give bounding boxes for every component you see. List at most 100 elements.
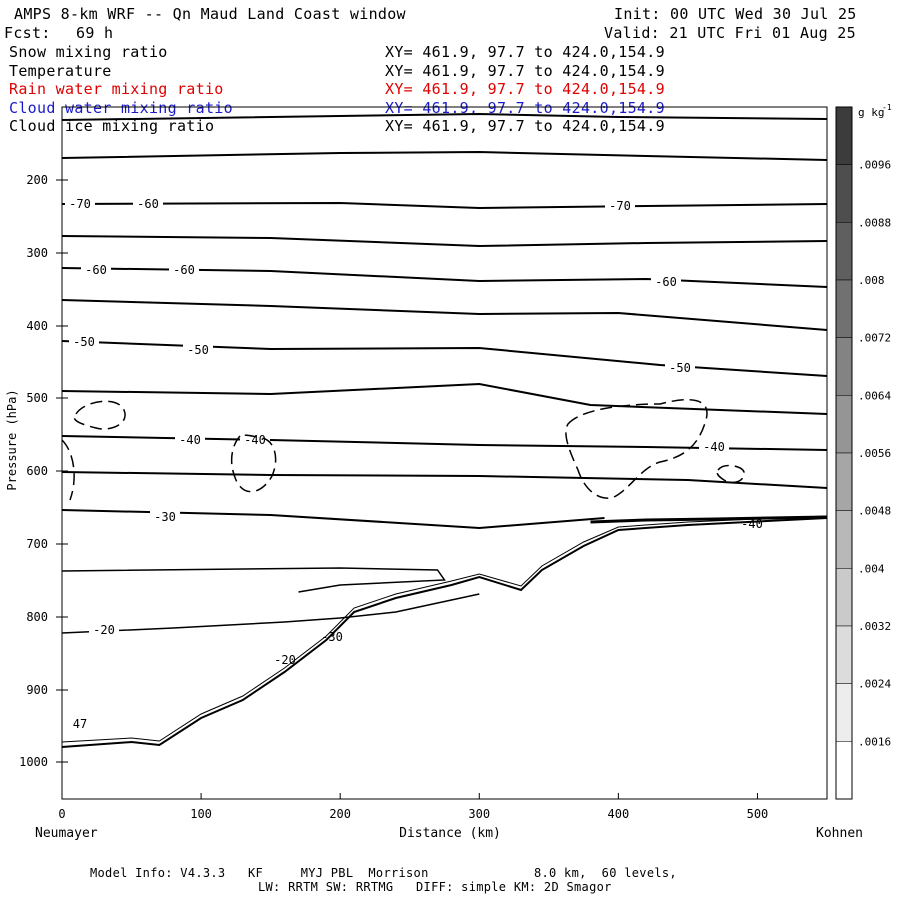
contour-label-bg — [270, 653, 300, 666]
contour-label-bg — [133, 197, 163, 210]
x-tick-label: 200 — [329, 807, 351, 821]
contour-label-bg — [175, 433, 205, 446]
isotherm-line — [61, 509, 605, 530]
isotherm-line — [61, 201, 828, 210]
colorbar-label: .0048 — [858, 505, 891, 518]
colorbar-label: .0096 — [858, 159, 891, 172]
colorbar-units-exponent: -1 — [882, 103, 892, 112]
isotherm-line — [61, 299, 828, 331]
cloud-ice-contour — [73, 400, 126, 430]
cloud-ice-contour — [61, 439, 75, 501]
colorbar-label: .0064 — [858, 389, 891, 402]
contour-label: -40 — [703, 440, 725, 454]
colorbar-segment — [835, 568, 853, 627]
field-name: Rain water mixing ratio — [9, 80, 224, 98]
colorbar-segment — [835, 164, 853, 223]
colorbar-label: .004 — [858, 562, 885, 575]
field-section-coords: XY= 461.9, 97.7 to 424.0,154.9 — [385, 80, 665, 98]
x-tick-label: 500 — [747, 807, 769, 821]
cloud-ice-contour — [230, 434, 277, 493]
contour-label: -20 — [93, 623, 115, 637]
isotherm-line — [61, 471, 828, 489]
contour-label-bg — [651, 275, 681, 288]
colorbar-frame — [835, 106, 853, 800]
contour-label: -50 — [187, 343, 209, 357]
contour-label: -30 — [154, 510, 176, 524]
y-tick-label: 200 — [26, 173, 48, 187]
plot-frame — [61, 106, 828, 800]
field-name: Snow mixing ratio — [9, 43, 168, 61]
contour-label-bg — [89, 623, 119, 636]
contour-label: -40 — [741, 517, 763, 531]
field-section-coords: XY= 461.9, 97.7 to 424.0,154.9 — [385, 43, 665, 61]
contour-label-bg — [65, 197, 95, 210]
contour-label: -50 — [73, 335, 95, 349]
chart-title: AMPS 8-km WRF -- Qn Maud Land Coast wind… — [14, 5, 406, 23]
contour-label: -40 — [244, 433, 266, 447]
contour-label-bg — [150, 510, 180, 523]
contour-label: -60 — [85, 263, 107, 277]
contour-label-bg — [65, 717, 95, 730]
contour-label: -40 — [179, 433, 201, 447]
x-tick-label: 300 — [468, 807, 490, 821]
contour-label-bg — [699, 440, 729, 453]
contour-label-bg — [665, 361, 695, 374]
isotherm-line — [61, 150, 828, 161]
colorbar-segment — [835, 510, 853, 569]
colorbar-label: .008 — [858, 274, 885, 287]
isotherm-line — [61, 112, 828, 121]
field-name: Cloud ice mixing ratio — [9, 117, 215, 135]
colorbar-label: .0088 — [858, 216, 891, 229]
contour-label-bg — [737, 517, 767, 530]
valid-time: Valid: 21 UTC Fri 01 Aug 25 — [604, 24, 856, 42]
contour-label-bg — [69, 335, 99, 348]
colorbar-label: .0072 — [858, 332, 891, 345]
contour-label: -70 — [609, 199, 631, 213]
colorbar-segment — [835, 222, 853, 281]
isotherm-line — [61, 382, 828, 415]
colorbar-label: .0032 — [858, 620, 891, 633]
colorbar-segment — [835, 106, 853, 165]
contour-label: -70 — [69, 197, 91, 211]
isotherm-line — [61, 567, 446, 593]
colorbar-segment — [835, 395, 853, 454]
x-left-endpoint-label: Neumayer — [35, 826, 98, 841]
contour-label: 47 — [73, 717, 87, 731]
contour-label: -50 — [669, 361, 691, 375]
forecast-label: Fcst: — [4, 24, 51, 42]
colorbar-label: .0024 — [858, 678, 891, 691]
model-physics: LW: RRTM SW: RRTMG DIFF: simple KM: 2D S… — [258, 880, 612, 894]
terrain-line — [61, 515, 828, 743]
colorbar-segment — [835, 625, 853, 684]
contour-label: -60 — [173, 263, 195, 277]
y-tick-label: 600 — [26, 464, 48, 478]
x-right-endpoint-label: Kohnen — [816, 826, 863, 841]
isotherm-line — [61, 235, 828, 248]
y-axis-label: Pressure (hPa) — [5, 389, 19, 490]
isotherm-line — [61, 340, 828, 377]
y-tick-label: 400 — [26, 319, 48, 333]
colorbar-label: .0056 — [858, 447, 891, 460]
contour-label-bg — [183, 343, 213, 356]
field-section-coords: XY= 461.9, 97.7 to 424.0,154.9 — [385, 61, 665, 80]
colorbar-segment — [835, 452, 853, 511]
contour-label-bg — [240, 433, 270, 446]
contour-label: -60 — [655, 275, 677, 289]
contour-label-bg — [317, 630, 347, 643]
x-tick-label: 400 — [608, 807, 630, 821]
colorbar-segment — [835, 279, 853, 338]
isotherm-line — [61, 267, 828, 288]
x-tick-label: 100 — [190, 807, 212, 821]
isotherm-line — [61, 593, 480, 634]
terrain-line — [590, 515, 828, 524]
y-tick-label: 1000 — [19, 755, 48, 769]
field-name: Temperature — [9, 61, 112, 80]
x-tick-label: 0 — [58, 807, 65, 821]
contour-label: -60 — [137, 197, 159, 211]
colorbar-segment — [835, 741, 853, 800]
y-tick-label: 700 — [26, 537, 48, 551]
y-tick-label: 300 — [26, 246, 48, 260]
forecast-hours: 69 h — [76, 24, 114, 42]
contour-label-bg — [81, 263, 111, 276]
